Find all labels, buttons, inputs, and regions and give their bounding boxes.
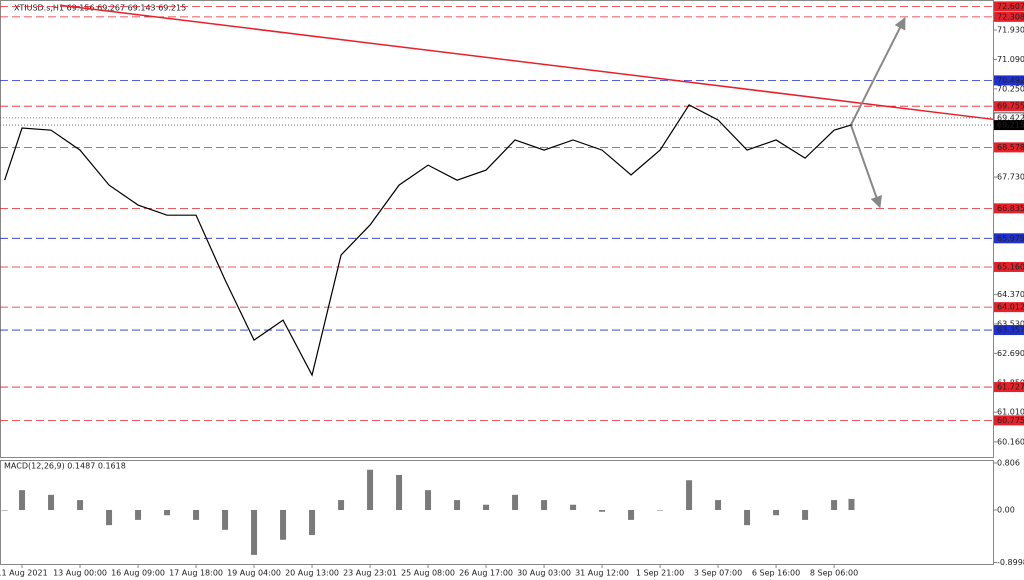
- macd-bar: [367, 469, 374, 510]
- y-tick-label: 62.690: [997, 349, 1024, 358]
- macd-bar: [193, 509, 200, 520]
- macd-bar: [106, 509, 113, 526]
- macd-bar: [570, 504, 577, 510]
- x-tick-label: 26 Aug 17:00: [459, 569, 513, 578]
- macd-bar: [599, 509, 606, 512]
- y-tick-label: 67.730: [997, 173, 1024, 182]
- macd-bar: [744, 509, 751, 526]
- macd-tick-label: 0.806: [997, 458, 1020, 467]
- x-tick-label: 13 Aug 00:00: [53, 569, 107, 578]
- x-tick-label: 31 Aug 12:00: [575, 569, 629, 578]
- macd-bar: [164, 509, 171, 516]
- x-tick-label: 16 Aug 09:00: [111, 569, 165, 578]
- macd-tick-label: 0.00: [997, 505, 1015, 514]
- macd-bar: [773, 509, 780, 516]
- trend-line: [60, 4, 994, 121]
- macd-bar: [135, 509, 142, 520]
- x-tick-label: 11 Aug 2021: [0, 569, 48, 578]
- level-box: [994, 382, 1024, 393]
- macd-bar: [77, 500, 84, 510]
- macd-bar: [425, 490, 432, 510]
- level-box: [994, 75, 1024, 86]
- macd-bar: [280, 509, 287, 540]
- level-box: [994, 142, 1024, 153]
- macd-bar: [309, 509, 316, 536]
- macd-title: MACD(12,26,9) 0.1487 0.1618: [4, 462, 126, 471]
- macd-bar: [686, 480, 693, 510]
- level-label: 69.215: [997, 121, 1024, 130]
- price-title: XTIUSD.s,H1 69.156 69.267 69.143 69.215: [14, 4, 186, 13]
- macd-bar: [222, 509, 229, 530]
- level-label: 65.979: [997, 234, 1024, 243]
- x-tick-label: 19 Aug 04:00: [227, 569, 281, 578]
- macd-bar: [512, 494, 519, 510]
- x-tick-label: 6 Sep 16:00: [752, 569, 800, 578]
- level-box: [994, 11, 1024, 22]
- level-box: [994, 233, 1024, 244]
- level-box: [994, 415, 1024, 426]
- macd-bar: [396, 474, 403, 510]
- x-tick-label: 3 Sep 07:00: [694, 569, 742, 578]
- x-tick-label: 1 Sep 21:00: [636, 569, 684, 578]
- macd-bar: [454, 500, 461, 510]
- macd-bar: [848, 498, 855, 510]
- macd-bar: [1, 509, 8, 511]
- macd-frame: [0, 460, 994, 565]
- level-label: 69.755: [997, 102, 1024, 111]
- level-label: 66.835: [997, 204, 1024, 213]
- y-tick-label: 61.010: [997, 408, 1024, 417]
- macd-bar: [251, 509, 258, 555]
- x-tick-label: 25 Aug 08:00: [401, 569, 455, 578]
- level-label: 69.422: [997, 113, 1024, 122]
- level-box: [994, 1, 1024, 12]
- macd-bar: [541, 500, 548, 510]
- level-label: 65.160: [997, 262, 1024, 271]
- level-label: 60.775: [997, 416, 1024, 425]
- level-label: 61.727: [997, 383, 1024, 392]
- level-label: 70.492: [997, 76, 1024, 85]
- x-tick-label: 30 Aug 03:00: [517, 569, 571, 578]
- macd-bar: [831, 500, 838, 510]
- level-box: [994, 325, 1024, 336]
- level-label: 63.357: [997, 326, 1024, 335]
- level-label: 64.012: [997, 303, 1024, 312]
- macd-bar: [657, 509, 664, 511]
- macd-bar: [48, 494, 55, 510]
- macd-bar: [628, 509, 635, 520]
- macd-bar: [338, 500, 345, 510]
- level-box: [994, 261, 1024, 272]
- y-tick-label: 64.370: [997, 290, 1024, 299]
- y-tick-label: 71.090: [997, 55, 1024, 64]
- macd-bar: [19, 490, 26, 510]
- macd-bar: [802, 509, 809, 520]
- x-tick-label: 23 Aug 23:01: [343, 569, 397, 578]
- projection-arrow: [850, 17, 906, 126]
- x-tick-label: 8 Sep 06:00: [810, 569, 858, 578]
- level-label: 72.308: [997, 12, 1024, 21]
- price-line: [4, 104, 852, 377]
- level-box: [994, 302, 1024, 313]
- x-tick-label: 20 Aug 13:00: [285, 569, 339, 578]
- level-box: [994, 120, 1024, 131]
- level-label: 68.578: [997, 143, 1024, 152]
- y-tick-label: 63.530: [997, 319, 1024, 328]
- level-box: [994, 101, 1024, 112]
- macd-bar: [483, 504, 490, 510]
- price-frame: [0, 0, 994, 458]
- y-tick-label: 70.250: [997, 84, 1024, 93]
- macd-tick-label: -0.8998: [997, 558, 1024, 567]
- y-tick-label: 60.160: [997, 437, 1024, 446]
- projection-arrow: [849, 124, 882, 209]
- level-box: [994, 203, 1024, 214]
- x-tick-label: 17 Aug 18:00: [169, 569, 223, 578]
- y-tick-label: 71.930: [997, 26, 1024, 35]
- macd-bar: [715, 500, 722, 510]
- level-label: 72.607: [997, 2, 1024, 11]
